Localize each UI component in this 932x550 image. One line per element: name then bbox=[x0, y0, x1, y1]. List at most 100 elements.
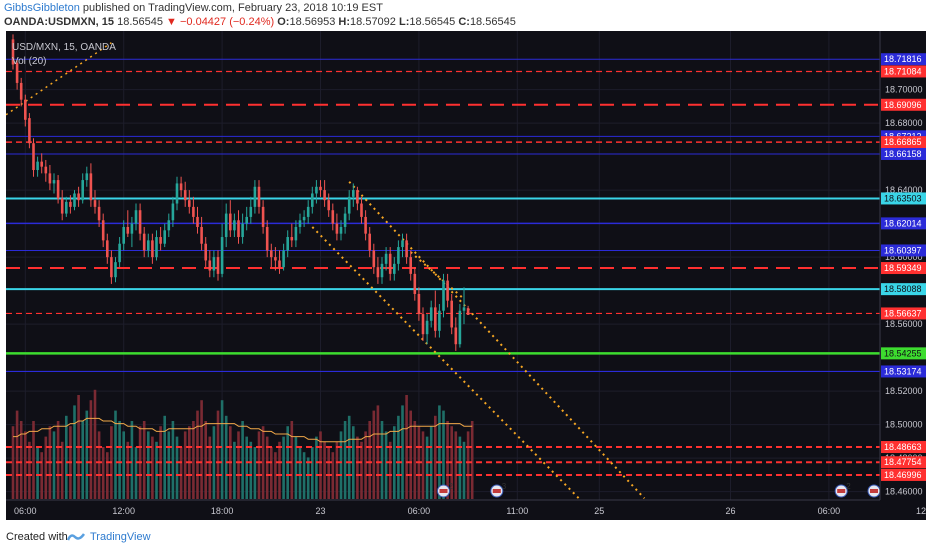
candle-body bbox=[40, 161, 43, 167]
volume-bar bbox=[15, 410, 19, 499]
volume-bar bbox=[278, 441, 281, 499]
candle-body bbox=[28, 118, 31, 144]
volume-bar bbox=[179, 447, 183, 499]
candle-body bbox=[163, 230, 166, 244]
candle-body bbox=[356, 190, 359, 204]
volume-bar bbox=[306, 457, 310, 499]
volume-bar bbox=[97, 431, 101, 499]
volume-bar bbox=[56, 421, 60, 499]
volume-bar bbox=[11, 426, 15, 499]
volume-bar bbox=[52, 431, 56, 499]
candle-body bbox=[429, 307, 433, 321]
time-tick-label: 26 bbox=[725, 506, 735, 516]
time-tick-label: 12:00 bbox=[916, 506, 926, 516]
volume-bar bbox=[245, 436, 248, 499]
volume-bar bbox=[224, 415, 228, 499]
volume-bar bbox=[470, 421, 474, 499]
candle-body bbox=[138, 210, 142, 234]
price-label-box bbox=[881, 283, 926, 296]
volume-bar bbox=[434, 415, 437, 499]
candle-body bbox=[257, 186, 261, 207]
high-value: 18.57092 bbox=[350, 16, 396, 28]
author-link[interactable]: GibbsGibbleton bbox=[4, 2, 80, 14]
price-label-box bbox=[881, 441, 926, 454]
price-label-box bbox=[881, 147, 926, 160]
candle-body bbox=[245, 216, 248, 224]
publish-line: GibbsGibbleton published on TradingView.… bbox=[4, 2, 383, 14]
candle-body bbox=[159, 237, 162, 244]
time-tick-label: 23 bbox=[315, 506, 325, 516]
price-label: 18.58088 bbox=[884, 284, 922, 294]
volume-bar bbox=[294, 436, 298, 499]
price-axis-bg bbox=[880, 31, 926, 520]
created-with-text: Created with bbox=[6, 531, 68, 543]
volume-bar bbox=[446, 421, 449, 499]
volume-bar bbox=[32, 421, 35, 499]
volume-bar bbox=[208, 436, 212, 499]
volume-bar bbox=[458, 436, 462, 499]
price-tick-label: 18.52000 bbox=[885, 386, 923, 396]
news-count: 3 bbox=[502, 482, 507, 491]
candle-body bbox=[192, 206, 195, 217]
price-label: 18.69096 bbox=[884, 100, 922, 110]
symbol-label: OANDA:USDMXN, 15 bbox=[4, 16, 115, 28]
tradingview-brand-link[interactable]: TradingView bbox=[90, 531, 151, 543]
candle-body bbox=[77, 193, 80, 201]
volume-bar bbox=[183, 431, 187, 499]
volume-bar bbox=[360, 441, 363, 499]
candle-body bbox=[331, 210, 335, 224]
volume-bar bbox=[356, 436, 359, 499]
volume-bar bbox=[438, 405, 441, 499]
candle-body bbox=[454, 327, 458, 345]
candle-body bbox=[85, 173, 89, 181]
news-count: 2 bbox=[846, 482, 851, 491]
chart-pane[interactable]: 2322318.7000018.6800018.6400018.6000018.… bbox=[6, 31, 926, 520]
candle-body bbox=[81, 180, 84, 201]
volume-bar bbox=[147, 431, 150, 499]
candle-body bbox=[175, 183, 179, 204]
candle-body bbox=[327, 200, 330, 211]
candle-body bbox=[155, 237, 158, 258]
candle-body bbox=[52, 180, 56, 184]
candle-body bbox=[167, 220, 171, 231]
news-flag-stripe bbox=[492, 489, 501, 493]
candle-body bbox=[106, 240, 109, 258]
chart-canvas[interactable]: 2322318.7000018.6800018.6400018.6000018.… bbox=[6, 31, 926, 520]
candle-body bbox=[208, 260, 212, 271]
volume-bar bbox=[372, 410, 376, 499]
volume-bar bbox=[126, 441, 130, 499]
volume-bar bbox=[352, 426, 355, 499]
candle-body bbox=[44, 166, 48, 174]
volume-bar bbox=[298, 447, 302, 499]
volume-bar bbox=[425, 436, 429, 499]
volume-bar bbox=[364, 431, 367, 499]
volume-bar bbox=[290, 421, 294, 499]
volume-bar bbox=[466, 431, 470, 499]
volume-bar bbox=[151, 436, 154, 499]
candle-body bbox=[220, 237, 224, 274]
volume-bar bbox=[376, 405, 380, 499]
low-label: L: bbox=[398, 16, 410, 28]
price-label: 18.47754 bbox=[884, 457, 922, 467]
volume-bar bbox=[85, 410, 89, 499]
candle-body bbox=[458, 310, 462, 345]
volume-bar bbox=[270, 447, 273, 499]
volume-bar bbox=[253, 447, 257, 499]
candle-body bbox=[216, 257, 220, 274]
price-label: 18.66865 bbox=[884, 137, 922, 147]
candle-body bbox=[302, 216, 306, 221]
volume-bar bbox=[368, 421, 371, 499]
time-tick-label: 18:00 bbox=[211, 506, 234, 516]
candle-body bbox=[298, 220, 302, 227]
candle-body bbox=[413, 273, 417, 294]
candle-body bbox=[446, 280, 449, 301]
candle-body bbox=[36, 161, 39, 171]
candle-body bbox=[93, 200, 97, 207]
volume-bar bbox=[302, 452, 306, 499]
time-tick-label: 06:00 bbox=[408, 506, 431, 516]
candle-body bbox=[56, 180, 60, 199]
candle-body bbox=[442, 280, 445, 311]
candle-body bbox=[335, 223, 339, 234]
volume-bar bbox=[36, 447, 39, 499]
